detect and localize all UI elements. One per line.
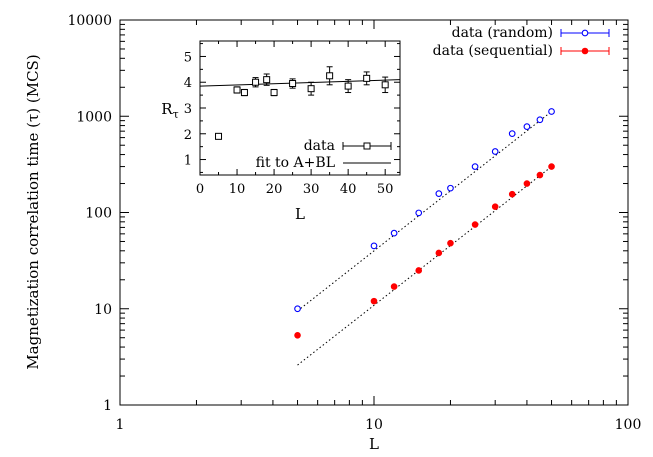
point-random (491, 148, 499, 155)
point-random (415, 209, 423, 217)
inset-x-tick-label: 40 (340, 182, 357, 197)
inset-legend-label-fit: fit to A+BL (256, 155, 335, 171)
main-y-axis-label: Magnetization correlation time (τ) (MCS) (24, 54, 42, 369)
point-sequential (294, 331, 301, 339)
point-random (536, 116, 544, 124)
point-random (523, 123, 531, 130)
inset-ticks (199, 41, 400, 175)
legend-sample-sequential (560, 47, 610, 55)
main-fit-line (297, 166, 552, 366)
inset-point (326, 72, 334, 80)
inset-y-tick-label: 2 (184, 128, 192, 143)
inset-y-tick-label: 3 (184, 102, 192, 117)
inset-x-tick-label: 10 (229, 182, 246, 197)
main-x-tick-label: 10 (365, 417, 383, 433)
inset-point (263, 76, 271, 84)
inset-point (344, 82, 352, 90)
point-random (508, 130, 516, 137)
point-sequential (435, 249, 443, 257)
point-sequential (523, 180, 531, 187)
main-y-tick-label: 100 (85, 206, 112, 222)
point-random (294, 305, 301, 313)
inset-data-points (215, 66, 389, 140)
point-sequential (415, 267, 423, 274)
main-data-points (294, 108, 555, 339)
point-sequential (508, 190, 516, 198)
main-y-tick-label: 1000 (76, 109, 112, 125)
inset-legend-label-data: data (304, 138, 335, 154)
inset-point (240, 89, 248, 97)
main-legend: data (random) data (sequential) (433, 25, 610, 59)
inset-point (233, 86, 241, 94)
inset-point (252, 78, 260, 86)
inset-legend-sample-data (342, 142, 392, 150)
point-random (548, 108, 555, 115)
point-sequential (491, 203, 499, 210)
inset-x-tick-label: 20 (266, 182, 283, 197)
point-random (447, 184, 454, 192)
point-sequential (536, 171, 544, 179)
legend-sample-random (560, 29, 610, 37)
inset-x-tick-label: 30 (303, 182, 320, 197)
main-y-tick-label: 1 (103, 398, 112, 414)
inset-tick-labels: 0 10 20 30 40 50 1 2 3 4 5 (184, 50, 394, 197)
inset-x-axis-label: L (295, 205, 305, 223)
inset-point (270, 89, 278, 97)
inset-point (307, 85, 315, 93)
point-sequential (471, 221, 479, 228)
point-sequential (390, 283, 398, 290)
inset-legend: data fit to A+BL (256, 138, 392, 171)
main-y-tick-label: 10000 (67, 13, 112, 29)
main-ticks (119, 20, 628, 406)
main-fit-line (297, 111, 552, 312)
inset-point (381, 81, 389, 89)
legend-label-sequential: data (sequential) (433, 43, 553, 59)
main-x-tick-label: 100 (615, 417, 642, 433)
inset-point (289, 80, 297, 88)
inset-x-tick-label: 0 (196, 182, 204, 197)
point-sequential (447, 239, 454, 247)
point-sequential (370, 297, 378, 305)
inset-y-tick-label: 4 (184, 76, 192, 91)
point-sequential (548, 163, 555, 170)
inset-point (215, 132, 223, 140)
inset-y-tick-label: 5 (184, 50, 192, 65)
inset-x-tick-label: 50 (377, 182, 394, 197)
point-random (435, 190, 443, 197)
inset-y-tick-label: 1 (184, 154, 192, 169)
main-y-tick-label: 10 (94, 302, 112, 318)
point-random (471, 163, 479, 170)
point-random (390, 229, 398, 237)
main-fit-lines (297, 111, 552, 366)
point-random (370, 242, 378, 250)
legend-label-random: data (random) (452, 25, 553, 41)
inset-point (363, 74, 371, 82)
main-x-tick-label: 1 (116, 417, 125, 433)
main-x-axis-label: L (369, 435, 379, 453)
